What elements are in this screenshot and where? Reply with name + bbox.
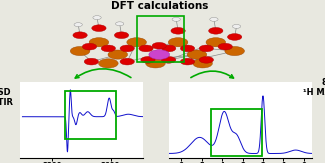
Circle shape	[70, 46, 90, 56]
Circle shape	[209, 27, 223, 34]
Circle shape	[180, 58, 195, 65]
Circle shape	[127, 38, 147, 47]
Circle shape	[120, 58, 134, 65]
Circle shape	[218, 43, 232, 50]
Circle shape	[108, 50, 128, 59]
Circle shape	[139, 45, 153, 52]
Circle shape	[93, 16, 101, 20]
Circle shape	[227, 34, 242, 40]
Bar	[211, 109, 262, 156]
Circle shape	[162, 57, 176, 63]
Circle shape	[120, 45, 134, 52]
Circle shape	[225, 46, 244, 56]
Circle shape	[73, 32, 87, 39]
Bar	[136, 16, 184, 62]
Circle shape	[74, 23, 82, 27]
Circle shape	[187, 50, 207, 59]
Bar	[65, 91, 116, 140]
Circle shape	[115, 22, 124, 26]
Circle shape	[210, 17, 218, 21]
Circle shape	[101, 45, 115, 52]
Circle shape	[89, 38, 109, 47]
Circle shape	[141, 57, 155, 63]
Circle shape	[193, 59, 213, 68]
Circle shape	[171, 27, 185, 34]
Circle shape	[206, 38, 226, 47]
Circle shape	[149, 50, 170, 59]
Circle shape	[199, 45, 214, 52]
Circle shape	[199, 57, 214, 63]
Text: 800 MHz
¹H MAS NMR: 800 MHz ¹H MAS NMR	[303, 78, 325, 97]
Circle shape	[98, 59, 118, 68]
Circle shape	[84, 58, 98, 65]
Circle shape	[146, 59, 165, 68]
Text: FSD
FTIR: FSD FTIR	[0, 88, 13, 107]
Text: DFT calculations: DFT calculations	[111, 1, 208, 11]
Circle shape	[162, 45, 176, 52]
Circle shape	[232, 24, 241, 28]
Circle shape	[82, 43, 97, 50]
Circle shape	[180, 45, 195, 52]
Circle shape	[152, 42, 166, 49]
Circle shape	[168, 38, 188, 47]
Circle shape	[92, 25, 106, 31]
Circle shape	[114, 32, 129, 39]
Circle shape	[172, 17, 180, 21]
